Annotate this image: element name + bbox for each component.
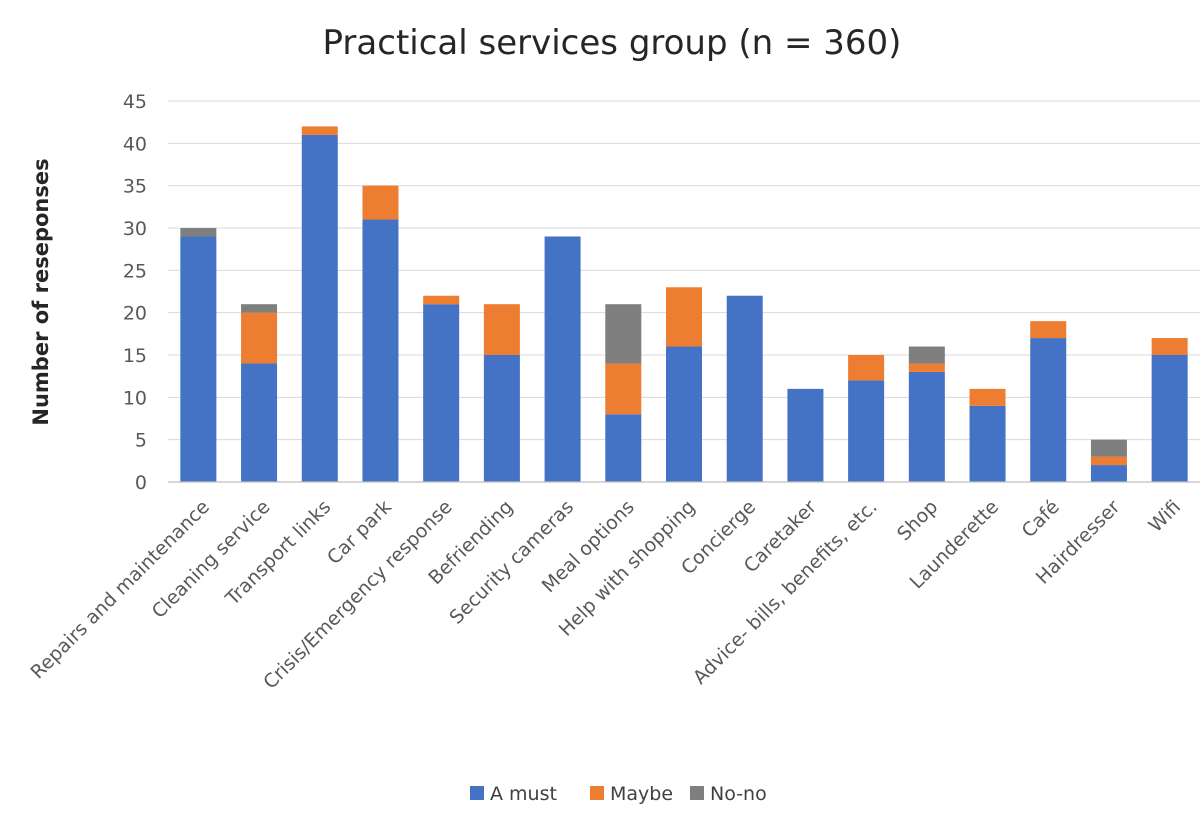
bar-wifi-a-must <box>1151 355 1188 482</box>
bar-advice-bills-benefits-etc-maybe <box>848 355 885 381</box>
bar-meal-options-maybe <box>605 363 642 415</box>
x-tick-label-shop: Shop <box>893 496 942 545</box>
bar-advice-bills-benefits-etc-a-must <box>848 380 885 482</box>
bar-hairdresser-a-must <box>1090 465 1127 482</box>
bar-crisis-emergency-response-maybe <box>423 295 460 305</box>
bar-cleaning-service-a-must <box>241 363 278 482</box>
bar-crisis-emergency-response-a-must <box>423 304 460 482</box>
y-tick-label: 5 <box>135 430 147 452</box>
bar-launderette-maybe <box>969 388 1006 406</box>
bar-shop-maybe <box>908 363 945 372</box>
x-tick-label-wifi: Wifi <box>1144 496 1185 537</box>
legend-label-maybe: Maybe <box>610 783 673 805</box>
bar-transport-links-a-must <box>301 134 338 482</box>
y-tick-label: 35 <box>123 176 147 198</box>
y-tick-label: 30 <box>123 218 147 240</box>
bar-hairdresser-no-no <box>1090 439 1127 457</box>
legend-label-a-must: A must <box>490 783 557 805</box>
bar-repairs-and-maintenance-no-no <box>180 228 217 237</box>
legend-swatch-a-must <box>470 786 484 800</box>
y-tick-label: 40 <box>123 133 147 155</box>
y-tick-label: 0 <box>135 472 147 494</box>
bar-wifi-maybe <box>1151 338 1188 355</box>
bar-shop-a-must <box>908 371 945 482</box>
y-tick-label: 15 <box>123 345 147 367</box>
bar-shop-no-no <box>908 346 945 364</box>
bar-car-park-a-must <box>362 219 399 483</box>
y-tick-label: 10 <box>123 387 147 409</box>
bar-launderette-a-must <box>969 405 1006 482</box>
x-tick-label-caf: Café <box>1018 496 1064 542</box>
y-tick-label: 25 <box>123 260 147 282</box>
y-tick-label: 20 <box>123 303 147 325</box>
gridlines <box>168 100 1200 441</box>
bar-befriending-maybe <box>483 304 520 355</box>
bar-help-with-shopping-a-must <box>666 346 702 482</box>
bar-transport-links-maybe <box>301 126 338 135</box>
bar-meal-options-no-no <box>605 304 642 364</box>
bar-caf-maybe <box>1030 321 1067 339</box>
bar-caretaker-a-must <box>787 388 824 482</box>
y-axis-ticks: 0 5 10 15 20 25 30 35 40 45 <box>123 91 147 494</box>
bar-security-cameras-a-must <box>544 236 581 482</box>
y-tick-label: 45 <box>123 91 147 113</box>
legend-swatch-no-no <box>690 786 704 800</box>
bar-hairdresser-maybe <box>1090 456 1127 466</box>
bar-help-with-shopping-maybe <box>666 287 702 347</box>
legend-swatch-maybe <box>590 786 604 800</box>
bar-car-park-maybe <box>362 185 399 220</box>
x-tick-label-transport-links: Transport links <box>221 496 335 610</box>
bar-concierge-a-must <box>726 295 763 482</box>
bar-caf-a-must <box>1030 338 1067 482</box>
bar-meal-options-a-must <box>605 414 642 482</box>
legend: A must Maybe No-no <box>470 783 767 805</box>
bar-cleaning-service-maybe <box>241 312 278 364</box>
bars <box>180 126 1188 483</box>
legend-label-no-no: No-no <box>710 783 767 805</box>
bar-repairs-and-maintenance-a-must <box>180 236 217 482</box>
chart-title: Practical services group (n = 360) <box>323 23 902 63</box>
bar-befriending-a-must <box>483 355 520 482</box>
bar-cleaning-service-no-no <box>241 304 278 313</box>
y-axis-label: Number of reseponses <box>29 158 53 425</box>
